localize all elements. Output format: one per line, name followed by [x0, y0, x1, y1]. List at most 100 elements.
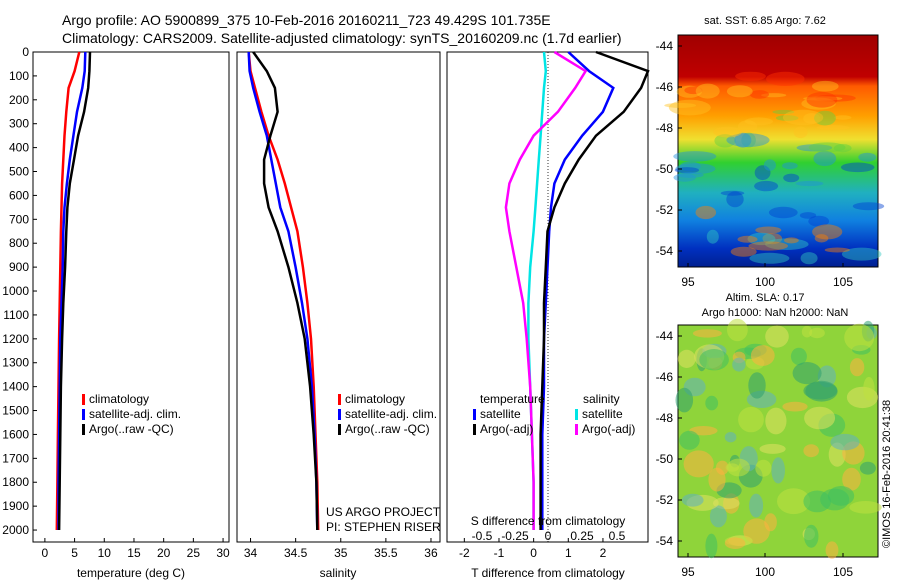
legend-swatch	[338, 409, 341, 420]
sla-texture	[777, 488, 811, 515]
depth-tick-label: 700	[9, 212, 29, 226]
temperature-panel: 0 5 10 15 20 25 30 0 100 200 300 400 500 600 700 800 90…	[2, 45, 230, 580]
sst-texture	[813, 150, 837, 167]
map-x-tick-label: 100	[755, 565, 775, 579]
depth-tick-label: 900	[9, 260, 29, 274]
depth-tick-label: 1800	[2, 475, 29, 489]
sst-texture	[766, 71, 805, 86]
sla-texture	[759, 443, 786, 454]
sst-texture	[730, 246, 757, 257]
legend-title-temperature: temperature	[480, 392, 545, 406]
depth-tick-label: 1600	[2, 427, 29, 441]
sst-texture	[841, 247, 882, 261]
sla-texture	[705, 395, 719, 411]
x-tick-label: -2	[459, 546, 470, 560]
figure-title-line2: Climatology: CARS2009. Satellite-adjuste…	[62, 30, 622, 46]
x-tick-label: 0	[530, 546, 537, 560]
sst-texture	[783, 173, 800, 183]
legend-swatch	[82, 409, 85, 420]
sst-texture	[726, 85, 753, 98]
sst-texture	[744, 117, 773, 126]
sst-texture	[814, 234, 829, 243]
sst-texture	[816, 125, 850, 131]
legend-swatch	[338, 394, 341, 405]
sst-texture	[834, 115, 852, 120]
x-tick-label: 10	[98, 546, 112, 560]
depth-tick-label: 400	[9, 141, 29, 155]
sla-texture	[771, 457, 785, 484]
sst-texture	[726, 191, 744, 208]
sst-texture	[726, 133, 770, 148]
depth-tick-label: 1700	[2, 451, 29, 465]
sla-texture	[748, 372, 766, 399]
map-y-tick-label: -50	[656, 452, 674, 466]
top-x-tick-label: -0.25	[501, 529, 529, 543]
depth-tick-label: 1500	[2, 404, 29, 418]
sst-texture	[852, 202, 885, 211]
sst-texture	[815, 94, 856, 102]
sla-texture	[732, 357, 746, 372]
depth-tick-label: 500	[9, 165, 29, 179]
sst-texture	[784, 237, 799, 244]
sla-texture	[801, 325, 813, 338]
sla-texture	[683, 450, 714, 478]
sst-texture	[737, 120, 758, 133]
sla-texture	[743, 518, 770, 544]
sla-texture	[790, 347, 807, 366]
sla-texture	[715, 460, 729, 475]
legend-label: Argo(..raw -QC)	[89, 422, 174, 436]
map-y-tick-label: -52	[656, 203, 674, 217]
sla-texture	[689, 426, 718, 436]
difference-panel: -2 -1 0 1 2-0.5 -0.25 0 0.25 0.5 T difference fr…	[446, 50, 650, 580]
sla-texture	[724, 432, 737, 443]
series-line-argo-raw-qc-	[252, 51, 319, 531]
imos-watermark: ©IMOS 16-Feb-2016 20:41:38	[881, 400, 893, 548]
sst-texture	[858, 152, 877, 162]
sst-texture	[675, 163, 716, 175]
sla-texture	[675, 387, 694, 413]
depth-tick-label: 300	[9, 117, 29, 131]
sst-texture	[737, 235, 758, 243]
legend-swatch	[82, 394, 85, 405]
salinity-x-axis-label: salinity	[320, 566, 357, 580]
sst-texture	[761, 93, 787, 98]
sst-texture	[795, 180, 824, 187]
x-tick-label: 5	[71, 546, 78, 560]
map-x-tick-label: 95	[681, 275, 695, 289]
depth-tick-label: 600	[9, 188, 29, 202]
project-annotation-line1: US ARGO PROJECT	[326, 505, 441, 519]
series-line-argo-adj-	[504, 50, 588, 530]
x-tick-label: 30	[216, 546, 230, 560]
sst-texture	[684, 86, 703, 95]
x-tick-label: 20	[157, 546, 171, 560]
sla-texture	[681, 493, 704, 507]
sst-texture	[762, 233, 783, 245]
top-x-tick-label: 0.5	[609, 529, 626, 543]
sst-texture	[714, 134, 736, 148]
sla-texture	[859, 461, 876, 475]
sst-texture	[754, 165, 771, 181]
map-y-tick-label: -46	[656, 370, 674, 384]
sst-texture	[741, 132, 756, 148]
sst-texture	[673, 173, 696, 182]
sst-texture	[664, 102, 697, 108]
sla-texture	[727, 318, 748, 342]
sla-texture	[803, 381, 838, 400]
sla-texture	[782, 401, 808, 412]
sst-texture	[679, 161, 701, 172]
legend-label: satellite	[582, 407, 623, 421]
sst-texture	[748, 241, 788, 251]
map-x-tick-label: 105	[833, 565, 853, 579]
series-line-argo-adj-	[539, 50, 650, 530]
top-x-tick-label: 0	[545, 529, 552, 543]
sla-texture	[765, 325, 789, 348]
series-line-climatology	[247, 51, 320, 531]
sla-texture	[738, 406, 764, 433]
sst-texture	[763, 159, 777, 171]
top-x-tick-label: 0.25	[570, 529, 594, 543]
sst-texture	[803, 113, 821, 124]
depth-tick-label: 1100	[3, 308, 29, 322]
legend-swatch	[338, 424, 341, 435]
sla-texture	[803, 444, 819, 458]
sst-texture	[749, 90, 770, 99]
